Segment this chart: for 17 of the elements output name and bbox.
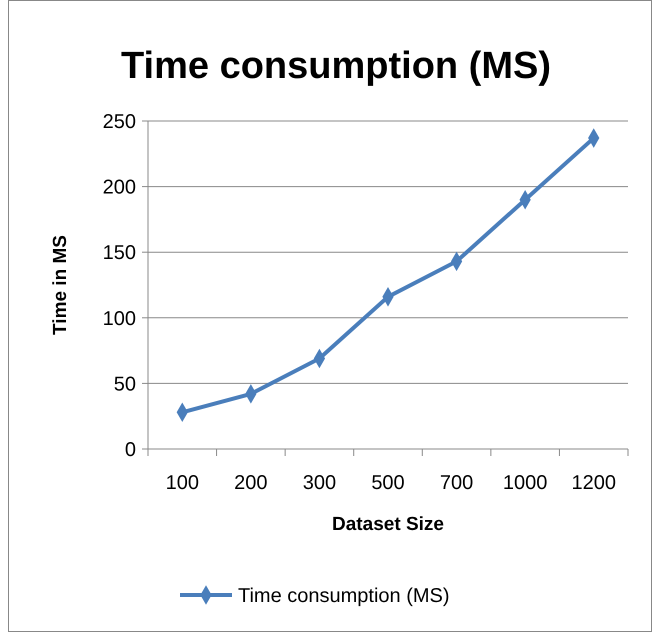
x-tick-label: 500 [371,472,405,494]
x-tick-label: 700 [440,472,474,494]
y-tick-label: 100 [102,308,136,330]
x-axis-title: Dataset Size [332,514,444,535]
chart-title: Time consumption (MS) [121,45,551,87]
x-tick-label: 200 [234,472,268,494]
y-tick-label: 50 [114,373,136,396]
y-tick-label: 200 [102,176,136,199]
x-tick-label: 100 [166,472,199,494]
y-tick-label: 250 [102,111,136,133]
y-tick-label: 0 [124,439,136,461]
y-axis-title: Time in MS [50,235,71,335]
x-tick-label: 300 [302,472,336,494]
x-tick-label: 1000 [502,472,548,494]
y-tick-label: 150 [102,242,136,264]
x-tick-label: 1200 [571,472,616,494]
legend-label: Time consumption (MS) [238,585,450,607]
